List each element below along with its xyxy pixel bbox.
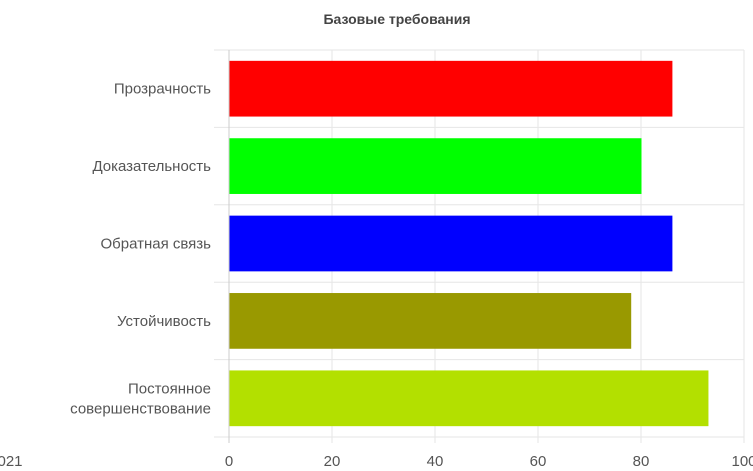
x-axis-tick-labels: 0 20 40 60 80 100 <box>225 453 753 470</box>
category-label: Постоянное совершенствование <box>70 380 211 417</box>
category-label: Доказательность <box>92 158 211 175</box>
bar <box>229 370 709 427</box>
x-tick-label: 20 <box>324 453 341 470</box>
category-labels: Прозрачность Доказательность Обратная связ… <box>70 81 211 418</box>
x-tick-label: 40 <box>427 453 444 470</box>
bar <box>229 60 673 117</box>
x-tick-label: 60 <box>530 453 547 470</box>
x-tick-label: 80 <box>633 453 650 470</box>
category-label: Прозрачность <box>114 81 211 98</box>
left-fragment-text: 021 <box>0 453 23 470</box>
category-label: Устойчивость <box>117 313 211 330</box>
chart-title: Базовые требования <box>323 11 470 27</box>
bars-group <box>229 60 709 427</box>
category-label: Обратная связь <box>100 236 211 253</box>
bar <box>229 293 632 349</box>
bar <box>229 138 642 194</box>
x-tick-label: 100 <box>731 453 753 470</box>
bar <box>229 215 673 272</box>
x-tick-label: 0 <box>225 453 233 470</box>
